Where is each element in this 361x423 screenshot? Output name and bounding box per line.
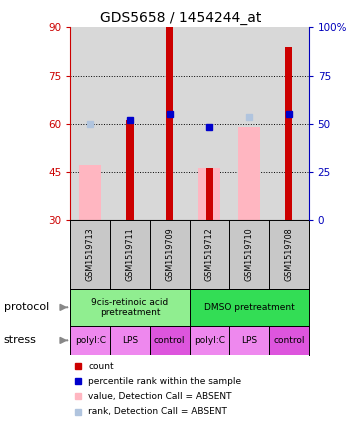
Bar — [269, 326, 309, 355]
Text: polyI:C: polyI:C — [75, 336, 106, 345]
Bar — [79, 165, 101, 220]
Text: polyI:C: polyI:C — [194, 336, 225, 345]
Text: DMSO pretreatment: DMSO pretreatment — [204, 303, 295, 312]
Text: LPS: LPS — [122, 336, 138, 345]
Text: GSM1519709: GSM1519709 — [165, 227, 174, 281]
Bar — [126, 121, 134, 220]
Bar — [70, 289, 190, 326]
Text: GSM1519712: GSM1519712 — [205, 227, 214, 281]
Bar — [206, 168, 213, 220]
Text: protocol: protocol — [4, 302, 49, 312]
Bar — [238, 127, 260, 220]
Text: GSM1519710: GSM1519710 — [245, 228, 253, 281]
Text: GSM1519713: GSM1519713 — [86, 228, 95, 281]
Text: count: count — [88, 362, 114, 371]
Text: GSM1519708: GSM1519708 — [284, 228, 293, 281]
Text: stress: stress — [4, 335, 36, 346]
Text: percentile rank within the sample: percentile rank within the sample — [88, 377, 242, 386]
Text: 9cis-retinoic acid
pretreatment: 9cis-retinoic acid pretreatment — [91, 298, 169, 317]
Bar — [150, 326, 190, 355]
Bar — [166, 27, 173, 220]
Bar — [190, 289, 309, 326]
Text: GDS5658 / 1454244_at: GDS5658 / 1454244_at — [100, 11, 261, 25]
Bar — [285, 47, 292, 220]
Text: rank, Detection Call = ABSENT: rank, Detection Call = ABSENT — [88, 407, 227, 416]
Text: control: control — [154, 336, 186, 345]
Text: LPS: LPS — [241, 336, 257, 345]
Text: control: control — [273, 336, 305, 345]
Text: value, Detection Call = ABSENT: value, Detection Call = ABSENT — [88, 392, 232, 401]
Text: GSM1519711: GSM1519711 — [126, 228, 134, 281]
Bar — [199, 168, 220, 220]
